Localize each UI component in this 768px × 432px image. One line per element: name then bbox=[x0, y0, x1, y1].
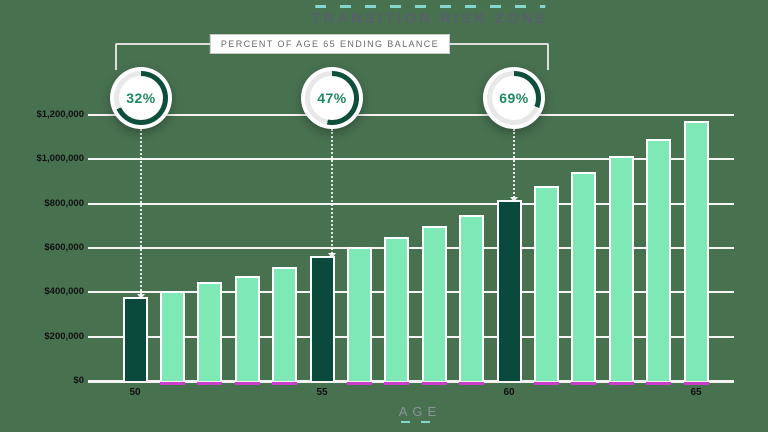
bar bbox=[234, 275, 260, 381]
gridline bbox=[88, 380, 734, 383]
gauge: 69% bbox=[483, 67, 545, 129]
gauge-value: 47% bbox=[317, 90, 347, 106]
x-axis-tick-label: 55 bbox=[316, 387, 328, 398]
axis-title-accent-dashes bbox=[400, 421, 440, 423]
bar-base-accent bbox=[571, 382, 597, 385]
bar-base-accent bbox=[384, 382, 410, 385]
gauge-center: 69% bbox=[492, 76, 536, 120]
y-axis-label: $1,200,000 bbox=[36, 109, 84, 120]
gauge-connector-line bbox=[137, 129, 145, 299]
gridline bbox=[88, 202, 734, 205]
bar bbox=[459, 214, 485, 381]
callout-label: PERCENT OF AGE 65 ENDING BALANCE bbox=[220, 39, 440, 49]
connector-arrow-icon bbox=[510, 197, 518, 203]
bar-base-accent bbox=[533, 382, 559, 385]
bar bbox=[346, 246, 372, 381]
bar bbox=[272, 266, 298, 381]
bar bbox=[122, 296, 148, 381]
y-axis-label: $1,000,000 bbox=[36, 153, 84, 165]
x-axis-tick-label: 60 bbox=[503, 387, 515, 398]
page-title: TRANSITION RISK ZONE bbox=[311, 5, 549, 27]
bar bbox=[309, 255, 335, 381]
bar-base-accent bbox=[459, 382, 485, 385]
bar bbox=[159, 291, 185, 381]
bar bbox=[571, 171, 597, 381]
bar bbox=[683, 120, 709, 381]
bar-base-accent bbox=[159, 382, 185, 385]
bar bbox=[608, 156, 634, 381]
y-axis-label: $600,000 bbox=[44, 242, 84, 253]
y-axis-label: $200,000 bbox=[44, 330, 84, 342]
connector-arrow-icon bbox=[137, 293, 145, 299]
gauge-value: 32% bbox=[126, 90, 156, 106]
gauge-value: 69% bbox=[499, 90, 529, 106]
bar-base-accent bbox=[234, 382, 260, 385]
y-axis-label: $0 bbox=[73, 375, 84, 386]
gridline bbox=[88, 291, 734, 294]
connector-arrow-icon bbox=[328, 252, 336, 258]
bar bbox=[496, 200, 522, 381]
gauge: 47% bbox=[301, 67, 363, 129]
callout-label-box: PERCENT OF AGE 65 ENDING BALANCE bbox=[209, 34, 451, 54]
y-axis-label: $800,000 bbox=[44, 197, 84, 209]
gauge-connector-line bbox=[328, 129, 336, 258]
title-accent-dashes bbox=[315, 5, 545, 8]
bar bbox=[197, 282, 223, 381]
bar bbox=[646, 139, 672, 381]
x-axis-tick-label: 65 bbox=[690, 387, 702, 398]
gauge: 32% bbox=[110, 67, 172, 129]
bar-base-accent bbox=[421, 382, 447, 385]
gridline bbox=[88, 158, 734, 161]
bar-base-accent bbox=[346, 382, 372, 385]
bar-base-accent bbox=[646, 382, 672, 385]
y-axis-label: $400,000 bbox=[44, 286, 84, 298]
x-axis-title-text: AGE bbox=[398, 404, 442, 419]
bar-base-accent bbox=[683, 382, 709, 385]
x-axis-title: AGE bbox=[399, 404, 441, 423]
bar-base-accent bbox=[608, 382, 634, 385]
page-title-text: TRANSITION RISK ZONE bbox=[311, 10, 549, 27]
x-axis-tick-label: 50 bbox=[129, 387, 141, 398]
bar-base-accent bbox=[197, 382, 223, 385]
gauge-center: 32% bbox=[119, 76, 163, 120]
bar bbox=[384, 236, 410, 381]
bar bbox=[421, 225, 447, 381]
gridline bbox=[88, 114, 734, 116]
gridline bbox=[88, 247, 734, 249]
gridline bbox=[88, 335, 734, 338]
gauge-center: 47% bbox=[310, 76, 354, 120]
gauge-connector-line bbox=[510, 129, 518, 203]
bar bbox=[533, 185, 559, 381]
bar-base-accent bbox=[272, 382, 298, 385]
